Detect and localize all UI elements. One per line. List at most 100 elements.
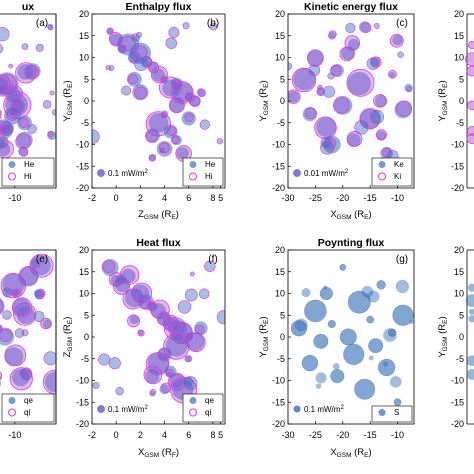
x-axis-label: ZGSM (RE): [138, 209, 179, 221]
data-point: [389, 376, 402, 388]
data-point: [115, 274, 127, 285]
data-point-electron: [0, 324, 3, 332]
data-point: [165, 37, 177, 49]
data-point-electron: [126, 71, 142, 87]
data-point-electron: [47, 131, 56, 141]
legend-marker: [8, 172, 16, 181]
y-tick-label: -15: [76, 161, 89, 171]
data-point-electron: [0, 379, 1, 388]
data-point-electron: [330, 63, 344, 78]
data-point: [2, 287, 13, 298]
data-point: [319, 286, 333, 301]
x-axis-label: XGSM (RE): [330, 209, 371, 221]
data-point: [330, 369, 345, 384]
data-point-electron: [42, 319, 53, 329]
data-point-ion: [194, 324, 205, 335]
svg-text:YGSM (RE): YGSM (RE): [437, 316, 449, 357]
data-point-ion: [127, 73, 139, 85]
x-tick-label: 4: [162, 193, 167, 203]
x-tick-label: 0: [114, 430, 119, 440]
panel-title: Poynting flux: [318, 237, 385, 249]
data-point: [465, 294, 474, 307]
data-point: [166, 371, 172, 377]
data-point-electron: [12, 297, 30, 316]
x-tick-label: -20: [336, 430, 349, 440]
data-point: [0, 43, 3, 54]
x-tick-label: -10: [8, 430, 21, 440]
data-point-electron: [306, 48, 324, 67]
data-point-electron: [288, 90, 300, 103]
data-point: [131, 33, 141, 43]
data-point: [468, 315, 474, 323]
data-point-ion: [169, 97, 185, 113]
y-tick-label: -20: [451, 419, 464, 429]
data-point-ion: [40, 317, 52, 330]
data-point-ion: [0, 109, 2, 120]
data-point: [392, 304, 414, 326]
x-tick-label: -30: [281, 430, 294, 440]
data-point-ion: [376, 129, 387, 141]
y-tick-label: 15: [454, 31, 464, 41]
data-point: [115, 387, 124, 396]
svg-text:XGSM (RF): XGSM (RF): [138, 447, 179, 459]
data-point: [33, 311, 45, 322]
y-tick-label: -15: [451, 397, 464, 407]
data-point-ion: [4, 344, 27, 367]
data-point-electron: [371, 57, 381, 67]
legend: S: [371, 405, 413, 423]
y-tick-label: 15: [79, 31, 89, 41]
data-point-ion: [288, 89, 301, 104]
data-point-ion: [133, 45, 148, 60]
svg-text:YGSM (RE): YGSM (RE): [62, 80, 74, 121]
data-point-ion: [359, 109, 380, 130]
data-point-ion: [328, 30, 337, 39]
y-tick-label: -15: [76, 397, 89, 407]
data-point-electron: [0, 297, 5, 316]
y-tick-label: 15: [275, 267, 285, 277]
data-point-electron: [0, 124, 10, 134]
data-point-ion: [15, 133, 32, 150]
data-point: [8, 63, 14, 69]
data-point-electron: [129, 314, 140, 325]
data-point-electron: [6, 86, 21, 102]
y-tick-label: -5: [81, 354, 89, 364]
y-tick-label: -5: [277, 118, 285, 128]
data-point-ion: [346, 131, 363, 147]
legend-marker: [8, 408, 16, 417]
data-point-ion: [170, 135, 180, 145]
data-point-electron: [348, 38, 360, 51]
y-tick-label: -20: [272, 419, 285, 429]
x-tick-label: 6: [186, 430, 191, 440]
data-point-electron: [148, 112, 169, 133]
data-point: [199, 119, 210, 130]
legend: Ke Ki: [371, 157, 413, 187]
data-point: [466, 65, 474, 77]
y-tick-label: 0: [280, 332, 285, 342]
data-point-ion: [339, 46, 355, 62]
data-point-ion: [37, 289, 45, 298]
x-tick-label: -25: [309, 430, 322, 440]
y-tick-label: -5: [456, 118, 464, 128]
x-tick-label: -2: [88, 430, 96, 440]
y-tick-label: 10: [275, 289, 285, 299]
data-point-ion: [0, 325, 3, 334]
data-point-electron: [0, 77, 9, 94]
scale-label: 0.1 mW/m2: [108, 169, 148, 178]
data-point: [393, 398, 402, 407]
data-point: [35, 43, 44, 52]
data-point: [409, 319, 414, 325]
y-tick-label: 10: [275, 53, 285, 63]
data-point: [168, 26, 180, 38]
y-tick-label: -15: [451, 161, 464, 171]
data-point: [322, 85, 336, 98]
data-point-ion: [137, 329, 145, 337]
data-point-electron: [347, 71, 371, 96]
panel-title: Heat flux: [136, 237, 181, 249]
legend-label: Ke: [394, 160, 404, 169]
data-point: [198, 288, 210, 300]
data-point-ion: [388, 69, 397, 79]
data-point-electron: [4, 347, 24, 367]
data-point-ion: [344, 35, 361, 51]
data-point: [317, 84, 323, 91]
